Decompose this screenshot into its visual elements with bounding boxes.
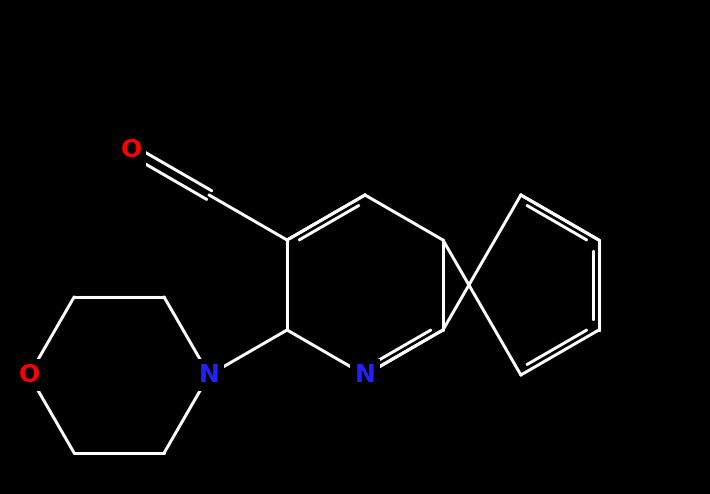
Text: N: N <box>199 363 219 387</box>
Text: O: O <box>18 363 40 387</box>
Text: O: O <box>121 138 142 162</box>
Text: N: N <box>354 363 376 387</box>
